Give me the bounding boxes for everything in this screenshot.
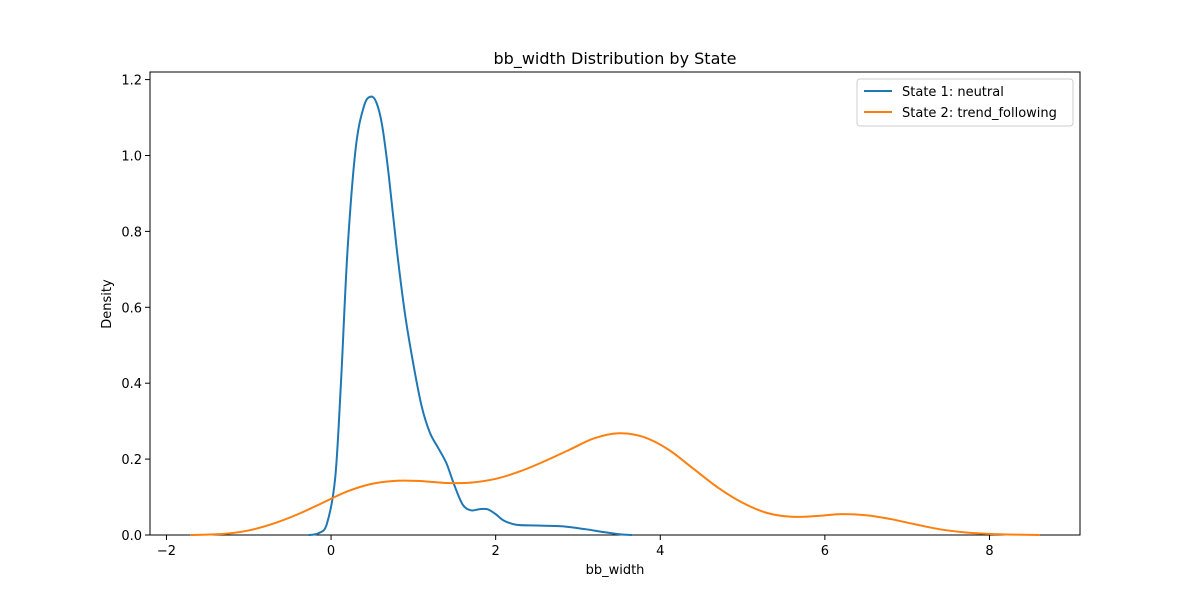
plot-area-frame bbox=[149, 71, 1081, 536]
legend-label-state-1: State 1: neutral bbox=[902, 85, 1004, 100]
y-axis-label: Density bbox=[100, 279, 115, 329]
x-tick-label: −2 bbox=[157, 544, 176, 559]
x-axis-label: bb_width bbox=[586, 563, 645, 578]
y-tick-label: 1.2 bbox=[121, 74, 142, 89]
x-tick-label: 0 bbox=[327, 544, 335, 559]
legend-label-state-2: State 2: trend_following bbox=[902, 106, 1057, 121]
x-tick-label: 6 bbox=[821, 544, 829, 559]
series-line-state-2 bbox=[190, 432, 1040, 536]
y-tick-label: 0.0 bbox=[121, 529, 142, 544]
chart-title: bb_width Distribution by State bbox=[494, 49, 737, 69]
series-line-state-1 bbox=[307, 95, 633, 536]
x-tick-label: 4 bbox=[656, 544, 664, 559]
legend: State 1: neutral State 2: trend_followin… bbox=[856, 78, 1074, 127]
y-tick-label: 0.6 bbox=[121, 301, 142, 316]
x-tick-label: 8 bbox=[985, 544, 993, 559]
x-axis: −2 0 2 4 6 8 bbox=[157, 535, 994, 559]
y-tick-label: 0.2 bbox=[121, 453, 142, 468]
y-axis: 0.0 0.2 0.4 0.6 0.8 1.0 1.2 bbox=[121, 74, 150, 544]
y-tick-label: 0.4 bbox=[121, 377, 142, 392]
y-tick-label: 0.8 bbox=[121, 225, 142, 240]
legend-box bbox=[856, 78, 1074, 127]
x-tick-label: 2 bbox=[492, 544, 500, 559]
y-tick-label: 1.0 bbox=[121, 149, 142, 164]
series-layer bbox=[190, 95, 1040, 536]
